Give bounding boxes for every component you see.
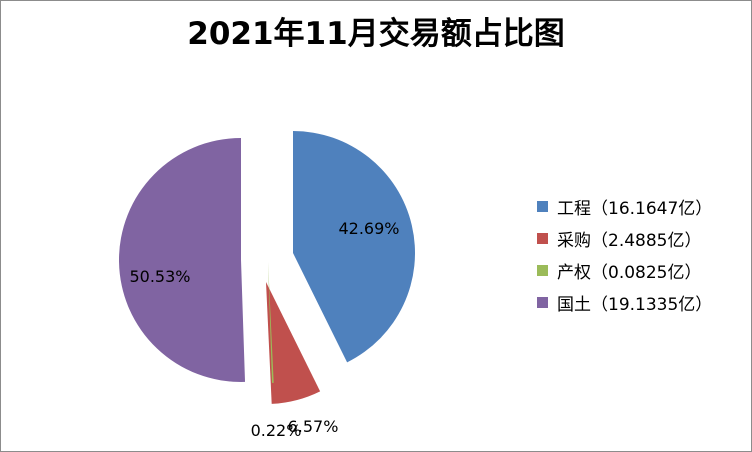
pie-data-label-2: 6.57%: [288, 417, 339, 436]
legend-item-4: 国土（19.1335亿）: [537, 286, 712, 318]
pie-slice-1: [293, 131, 415, 363]
chart-title: 2021年11月交易额占比图: [187, 16, 565, 52]
pie-data-label-3: 0.22%: [251, 421, 302, 440]
pie-slice-2: [266, 282, 321, 404]
legend-item-2: 采购（2.4885亿）: [537, 222, 712, 254]
legend-label: 产权（0.0825亿）: [557, 262, 702, 283]
pie-data-label-4: 50.53%: [129, 267, 190, 286]
legend: 工程（16.1647亿） 采购（2.4885亿） 产权（0.0825亿） 国土（19.…: [537, 190, 712, 318]
legend-swatch: [537, 264, 548, 276]
legend-item-3: 产权（0.0825亿）: [537, 254, 712, 286]
pie-slice-4: [118, 138, 246, 382]
legend-label: 国土（19.1335亿）: [557, 294, 713, 315]
legend-swatch: [537, 200, 548, 212]
legend-swatch: [537, 296, 548, 308]
legend-label: 采购（2.4885亿）: [557, 230, 702, 251]
legend-item-1: 工程（16.1647亿）: [537, 190, 712, 222]
pie-data-label-1: 42.69%: [338, 219, 399, 238]
legend-label: 工程（16.1647亿）: [557, 198, 713, 219]
pie-slice-3: [268, 261, 274, 383]
legend-swatch: [537, 232, 548, 244]
